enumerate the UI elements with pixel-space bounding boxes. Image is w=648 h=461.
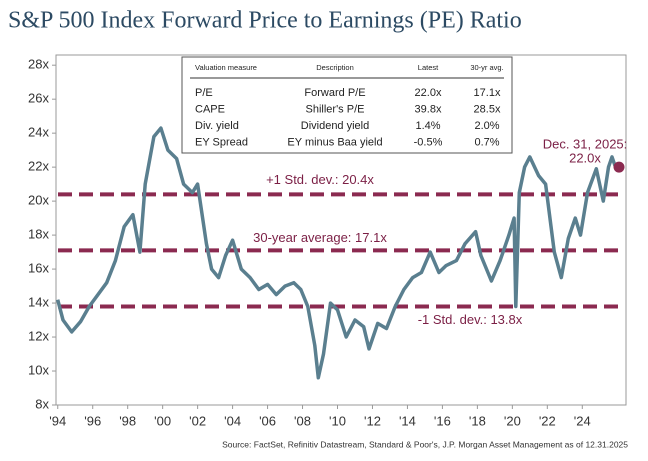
table-cell: Dividend yield <box>301 120 369 132</box>
table-cell: 28.5x <box>474 103 501 115</box>
x-tick-label: '94 <box>49 413 66 428</box>
table-header: 30-yr avg. <box>470 63 503 72</box>
y-tick-label: 26x <box>28 91 49 106</box>
reference-label: 30-year average: 17.1x <box>253 230 387 245</box>
y-tick-label: 18x <box>28 227 49 242</box>
table-cell: EY minus Baa yield <box>287 136 382 148</box>
y-tick-label: 12x <box>28 328 49 343</box>
table-cell: 17.1x <box>474 87 501 99</box>
x-tick-label: '96 <box>84 413 101 428</box>
y-tick-label: 22x <box>28 159 49 174</box>
reference-label-bg <box>392 312 548 329</box>
table-cell: 22.0x <box>415 87 442 99</box>
table-header: Latest <box>418 63 439 72</box>
table-cell: CAPE <box>195 103 225 115</box>
endpoint-label: Dec. 31, 2025: <box>543 136 628 151</box>
table-cell: Shiller's P/E <box>306 103 365 115</box>
y-tick-label: 20x <box>28 193 49 208</box>
y-tick-label: 10x <box>28 362 49 377</box>
endpoint-label: 22.0x <box>569 150 601 165</box>
table-box <box>181 56 513 154</box>
x-tick-label: '08 <box>294 413 311 428</box>
y-tick-label: 28x <box>28 57 49 72</box>
x-tick-label: '16 <box>434 413 451 428</box>
table-cell: Forward P/E <box>304 87 365 99</box>
x-tick-label: '22 <box>539 413 556 428</box>
y-tick-label: 8x <box>35 396 49 411</box>
x-tick-label: '20 <box>504 413 521 428</box>
reference-label: -1 Std. dev.: 13.8x <box>418 312 523 327</box>
table-cell: -0.5% <box>414 136 443 148</box>
x-tick-label: '14 <box>399 413 416 428</box>
x-tick-label: '24 <box>574 413 591 428</box>
source-note: Source: FactSet, Refinitiv Datastream, S… <box>222 439 628 449</box>
y-tick-label: 16x <box>28 261 49 276</box>
table-header: Valuation measure <box>195 63 257 72</box>
x-tick-label: '04 <box>224 413 241 428</box>
y-tick-label: 24x <box>28 125 49 140</box>
table-cell: P/E <box>195 87 213 99</box>
x-tick-label: '98 <box>119 413 136 428</box>
x-tick-label: '18 <box>469 413 486 428</box>
table-cell: 2.0% <box>474 120 499 132</box>
table-header: Description <box>316 63 354 72</box>
endpoint-dot <box>613 161 625 173</box>
x-tick-label: '00 <box>154 413 171 428</box>
x-tick-label: '02 <box>189 413 206 428</box>
table-cell: 0.7% <box>474 136 499 148</box>
reference-label: +1 Std. dev.: 20.4x <box>266 172 374 187</box>
x-tick-label: '12 <box>364 413 381 428</box>
pe-line <box>56 126 618 380</box>
x-tick-label: '06 <box>259 413 276 428</box>
x-tick-label: '10 <box>329 413 346 428</box>
chart-title: S&P 500 Index Forward Price to Earnings … <box>8 8 522 34</box>
reference-label-bg <box>242 230 398 247</box>
table-cell: Div. yield <box>195 120 239 132</box>
reference-label-bg <box>242 172 398 189</box>
plot-frame <box>55 54 627 406</box>
table-cell: EY Spread <box>195 136 248 148</box>
y-tick-label: 14x <box>28 294 49 309</box>
table-cell: 39.8x <box>415 103 442 115</box>
table-cell: 1.4% <box>415 120 440 132</box>
